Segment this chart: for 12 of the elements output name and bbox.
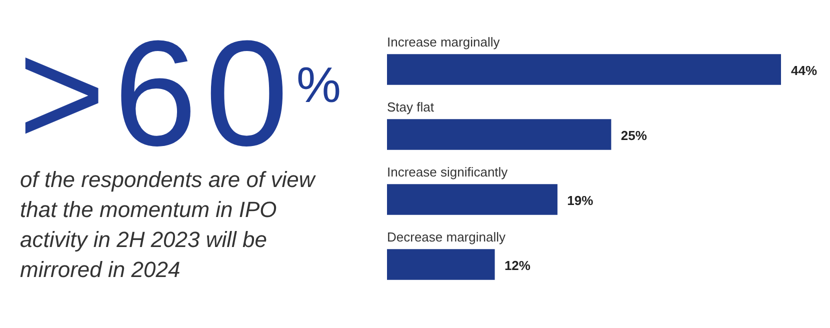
bar bbox=[387, 184, 558, 215]
bar bbox=[387, 54, 781, 85]
data-label: 19% bbox=[567, 193, 594, 208]
data-label: 25% bbox=[620, 128, 648, 144]
bar bbox=[387, 119, 612, 150]
data-label: 44% bbox=[791, 63, 818, 78]
y-tick-label: Decrease marginally bbox=[387, 230, 506, 245]
bar bbox=[387, 249, 495, 280]
y-tick-label: Stay flat bbox=[387, 100, 434, 115]
y-tick-label: Increase significantly bbox=[387, 164, 508, 180]
y-tick-label: Increase marginally bbox=[387, 34, 500, 50]
data-label: 12% bbox=[504, 258, 531, 274]
